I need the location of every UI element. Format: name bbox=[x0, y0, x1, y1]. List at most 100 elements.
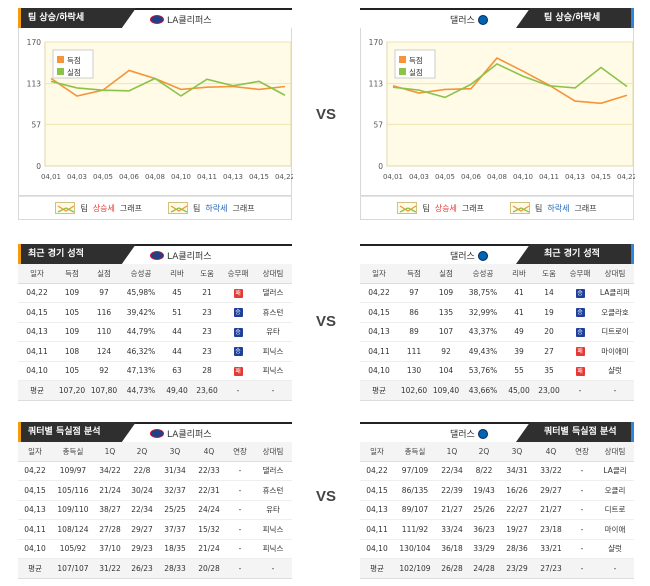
table-cell: - bbox=[596, 558, 634, 579]
table-cell: 승 bbox=[564, 322, 596, 342]
win-badge: 승 bbox=[233, 327, 243, 337]
table-cell: 21 bbox=[192, 283, 222, 303]
table-cell: - bbox=[564, 380, 596, 401]
table-cell: 37/37 bbox=[158, 519, 192, 540]
legend-swatch bbox=[399, 56, 406, 63]
table-cell: 49 bbox=[504, 322, 534, 342]
column-header: 득점 bbox=[56, 264, 88, 284]
trend-graph-icon bbox=[510, 202, 530, 214]
table-cell: - bbox=[568, 539, 596, 559]
clippers-logo-icon bbox=[150, 251, 164, 260]
table-cell: 109 bbox=[430, 283, 462, 303]
table-cell: 04,11 bbox=[360, 519, 394, 540]
table-cell: 63 bbox=[162, 361, 192, 381]
y-tick-label: 0 bbox=[378, 162, 383, 171]
table-cell: 23 bbox=[192, 322, 222, 342]
table-cell: 33/21 bbox=[534, 539, 568, 559]
trend-lines bbox=[58, 205, 75, 213]
x-tick-label: 04,03 bbox=[67, 173, 87, 181]
table-cell: 39 bbox=[504, 341, 534, 362]
trend-chart-svg: 0 57 113 170 04,01 04,03 04,05 04,06 04,08 04,10 0… bbox=[369, 38, 635, 181]
column-header: 연장 bbox=[568, 442, 596, 462]
table-cell: 유타 bbox=[254, 322, 292, 342]
win-badge: 승 bbox=[233, 347, 243, 357]
table-cell: 15/32 bbox=[192, 519, 226, 540]
table-cell: 109 bbox=[56, 322, 88, 342]
column-header: 일자 bbox=[18, 264, 56, 284]
x-tick-label: 04,06 bbox=[461, 173, 482, 181]
loss-badge: 패 bbox=[575, 366, 585, 376]
table-cell: 86/135 bbox=[394, 480, 436, 501]
x-tick-label: 04,08 bbox=[487, 173, 507, 181]
table-cell: 29/27 bbox=[126, 519, 158, 540]
table-cell: 92 bbox=[88, 361, 120, 381]
table-cell: 패 bbox=[222, 283, 254, 303]
table-cell: 107 bbox=[430, 322, 462, 342]
table-cell: 34/22 bbox=[94, 461, 126, 481]
y-tick-label: 57 bbox=[373, 120, 383, 129]
table-cell: 평균 bbox=[18, 380, 56, 401]
column-header: 실점 bbox=[88, 264, 120, 284]
trend-panel-dal: 댈러스 팀 상승/하락세 0 57 113 170 04,01 04,03 04,05 04,… bbox=[360, 8, 635, 220]
table-cell: 평균 bbox=[360, 380, 398, 401]
vs-label: VS bbox=[315, 106, 336, 123]
table-cell: 109/97 bbox=[52, 461, 94, 481]
x-tick-label: 04,05 bbox=[93, 173, 113, 181]
table-cell: 43,66% bbox=[462, 380, 504, 401]
table-cell: 109 bbox=[56, 283, 88, 303]
table-cell: 44 bbox=[162, 341, 192, 362]
table-cell: - bbox=[568, 558, 596, 579]
table-cell: 04,22 bbox=[18, 283, 56, 303]
table-cell: 19/27 bbox=[500, 519, 534, 540]
team-label: 댈러스 bbox=[450, 13, 488, 26]
table-cell: 26/28 bbox=[436, 558, 468, 579]
table-cell: 20/28 bbox=[192, 558, 226, 579]
table-cell: 36/18 bbox=[436, 539, 468, 559]
x-tick-label: 04,22 bbox=[617, 173, 635, 181]
table-cell: 샬럿 bbox=[596, 361, 634, 381]
team-label: LA클리퍼스 bbox=[150, 13, 212, 26]
table-cell: 44 bbox=[162, 322, 192, 342]
legend-up: 팀 상승세 그래프 bbox=[397, 202, 484, 214]
table-cell: 23/29 bbox=[500, 558, 534, 579]
table-cell: 패 bbox=[564, 341, 596, 362]
table-cell: 29/23 bbox=[126, 539, 158, 559]
table-cell: 04,15 bbox=[18, 480, 52, 501]
table-cell: 124 bbox=[88, 341, 120, 362]
table-cell: 피닉스 bbox=[254, 539, 292, 559]
x-tick-label: 04,10 bbox=[171, 173, 191, 181]
table-cell: 27/28 bbox=[94, 519, 126, 540]
loss-badge: 패 bbox=[233, 366, 243, 376]
table-row: 04,15 86/135 22/39 19/43 16/26 29/27- 오클리 bbox=[360, 480, 634, 501]
table-cell: 107,80 bbox=[88, 380, 120, 401]
table-cell: 97 bbox=[398, 283, 430, 303]
quarter-header: 쿼터별 득실점 분석 LA클리퍼스 bbox=[18, 422, 292, 442]
table-cell: 104 bbox=[430, 361, 462, 381]
mavericks-logo-icon bbox=[477, 250, 488, 261]
table-cell: 휴스턴 bbox=[254, 302, 292, 323]
average-row: 평균 102/109 26/28 24/28 23/29 27/23- - bbox=[360, 558, 634, 579]
table-cell: 33/24 bbox=[436, 519, 468, 540]
table-cell: - bbox=[226, 500, 254, 520]
section-title: 팀 상승/하락세 bbox=[516, 8, 634, 28]
series-line-allowed bbox=[392, 62, 628, 99]
win-badge: 승 bbox=[575, 308, 585, 318]
table-cell: 32,99% bbox=[462, 302, 504, 323]
table-cell: 마이애 bbox=[596, 519, 634, 540]
quarter-table: 일자 총득실 1Q 2Q 3Q 4Q 연장 상대팀 04,22 109/97 34/22 22/8 3… bbox=[18, 442, 292, 579]
y-tick-label: 113 bbox=[27, 80, 42, 89]
table-cell: 53,76% bbox=[462, 361, 504, 381]
table-cell: - bbox=[568, 480, 596, 501]
column-header: 리바 bbox=[162, 264, 192, 284]
table-cell: 23 bbox=[192, 341, 222, 362]
table-row: 04,11 108/124 27/28 29/27 37/37 15/32- 피닉스 bbox=[18, 519, 292, 540]
column-header: 3Q bbox=[500, 442, 534, 462]
table-cell: 승 bbox=[564, 302, 596, 323]
table-row: 04,15 86 135 32,99% 41 19 승 오클라호 bbox=[360, 302, 634, 323]
legend-label: 실점 bbox=[67, 67, 81, 77]
chart-legend-bar: 팀 상승세 그래프 팀 하락세 그래프 bbox=[360, 196, 634, 220]
column-header: 총득실 bbox=[394, 442, 436, 462]
column-header: 1Q bbox=[436, 442, 468, 462]
average-row: 평균 107/107 31/22 26/23 28/33 20/28- - bbox=[18, 558, 292, 579]
